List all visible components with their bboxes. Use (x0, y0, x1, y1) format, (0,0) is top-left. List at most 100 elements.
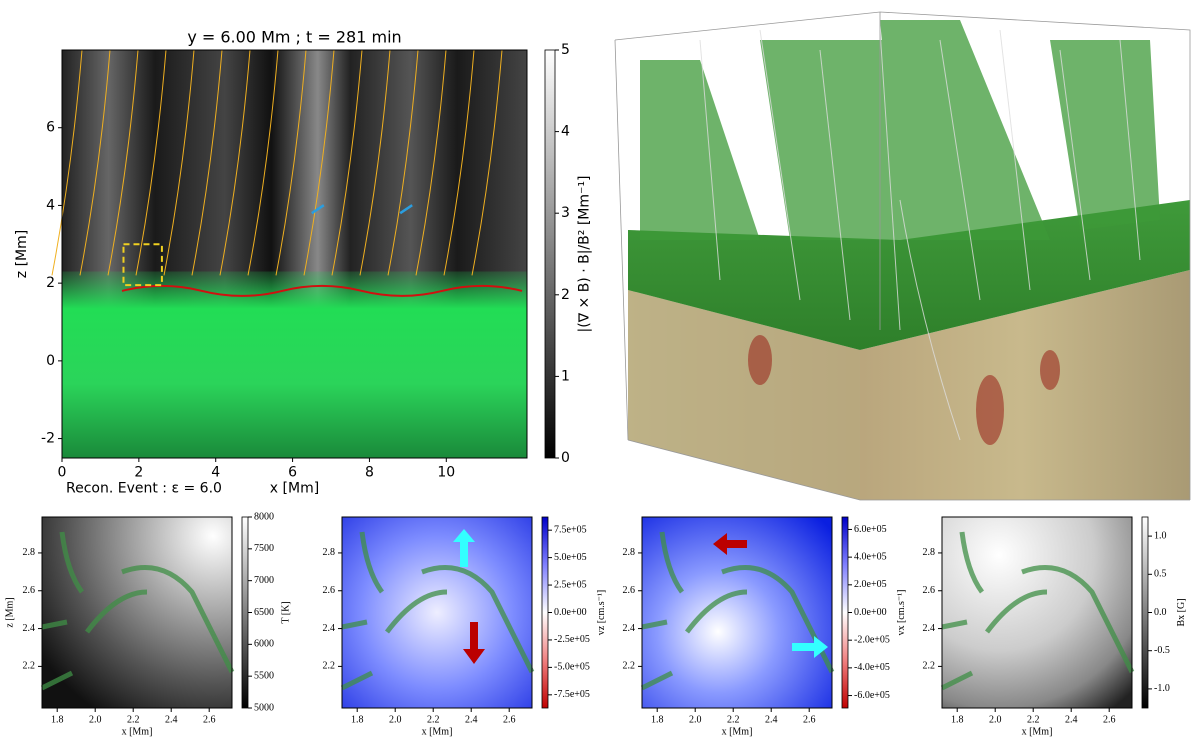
streamline (471, 49, 503, 276)
panel: 1.8 2.0 2.2 2.4 2.6 2.2 2.4 2.6 2.8 x [Mm] -7.5e+0… (323, 516, 607, 737)
colorbar-tick-label: 0.5 (1154, 569, 1167, 580)
x-tick-label: 2.6 (1103, 714, 1116, 725)
x-tick-label: 2.0 (989, 714, 1002, 725)
arrow (453, 529, 475, 567)
colorbar (541, 516, 549, 709)
colorbar-tick-label: 6.0e+05 (854, 524, 887, 535)
y-axis-label: z [Mm] (4, 597, 15, 627)
x-axis-label: x [Mm] (722, 726, 753, 737)
colorbar-tick-label: 1.0 (1154, 530, 1167, 541)
annotation: Recon. Event : ε = 6.0 (66, 480, 222, 496)
y-tick-label: -2 (41, 431, 55, 447)
x-tick-label: 2 (134, 464, 143, 480)
current-region (62, 271, 527, 458)
red-features (121, 284, 523, 297)
colorbar-tick-label: 1 (561, 368, 570, 384)
y-axis-label: z [Mm] (14, 230, 30, 278)
chart-title: y = 6.00 Mm ; t = 281 min (187, 28, 401, 47)
x-tick-label: 8 (365, 464, 374, 480)
colorbar-tick-label: -0.5 (1154, 645, 1170, 656)
arrow (311, 204, 325, 215)
colorbar-tick-label: 5500 (254, 670, 274, 681)
x-axis-label: x [Mm] (1022, 726, 1053, 737)
colorbar-tick-label: 0 (561, 450, 570, 466)
colorbar-tick-label: -4.0e+05 (854, 662, 890, 673)
colorbar-tick-label: 7.5e+05 (554, 524, 587, 535)
arrow (463, 622, 485, 664)
colorbar-tick-label: 5 (561, 42, 570, 58)
panel: 1.8 2.0 2.2 2.4 2.6 2.2 2.4 2.6 2.8 x [Mm] z [Mm] 5… (4, 511, 291, 737)
panel: 1.8 2.0 2.2 2.4 2.6 2.2 2.4 2.6 2.8 x [Mm] -1.0 -0.… (923, 516, 1187, 737)
plot-frame (41, 516, 233, 709)
y-tick-label: 2.2 (623, 661, 636, 672)
streamline (79, 49, 111, 276)
colorbar-tick-label: 4 (561, 124, 570, 140)
plot-frame (341, 516, 533, 709)
y-tick-label: 0 (46, 353, 55, 369)
y-tick-label: 2.6 (23, 585, 36, 596)
plot-frame (941, 516, 1133, 709)
x-tick-label: 6 (288, 464, 297, 480)
y-tick-label: 6 (46, 120, 55, 136)
streamline (107, 49, 139, 276)
streamline (275, 49, 307, 276)
colorbar-label: T [K] (280, 601, 291, 623)
streamline (247, 49, 279, 276)
y-tick-label: 2.4 (623, 623, 636, 634)
colorbar-tick-label: 0.0e+00 (854, 607, 887, 618)
arrow (713, 533, 747, 555)
current-sheet (340, 531, 535, 691)
field-decor (640, 531, 835, 691)
colorbar-label: vz [cm.s⁻¹] (596, 590, 607, 635)
streamline (135, 49, 167, 276)
colorbar (241, 516, 249, 709)
current-sheet (640, 531, 835, 691)
x-axis-label: x [Mm] (422, 726, 453, 737)
colorbar (841, 516, 849, 709)
streamline (219, 49, 251, 276)
field-decor (340, 529, 535, 691)
x-tick-label: 2.2 (727, 714, 740, 725)
y-tick-label: 2.6 (623, 585, 636, 596)
colorbar-tick-label: 6500 (254, 607, 274, 618)
colorbar-tick-label: 5.0e+05 (554, 552, 587, 563)
y-tick-label: 2.8 (23, 547, 36, 558)
streamline (303, 49, 335, 276)
colorbar-tick-label: 7000 (254, 575, 274, 586)
streamline (51, 49, 83, 276)
y-tick-label: 2.8 (923, 547, 936, 558)
y-tick-label: 2.4 (23, 623, 36, 634)
streamline (443, 49, 475, 276)
x-tick-label: 2.6 (203, 714, 216, 725)
y-tick-label: 4 (46, 197, 55, 213)
x-tick-label: 1.8 (651, 714, 664, 725)
current-sheet (940, 531, 1135, 691)
x-tick-label: 1.8 (951, 714, 964, 725)
colorbar-tick-label: 2 (561, 287, 570, 303)
colorbar-label: vx [cm.s⁻¹] (896, 589, 907, 635)
colorbar-tick-label: -7.5e+05 (554, 689, 590, 700)
x-tick-label: 2.2 (1027, 714, 1040, 725)
field-decor (940, 531, 1135, 691)
y-tick-label: 2.8 (623, 547, 636, 558)
colorbar-tick-label: -1.0 (1154, 683, 1170, 694)
y-tick-label: 2.8 (323, 547, 336, 558)
streamline (191, 49, 223, 276)
current-sheet (40, 531, 235, 691)
y-tick-label: 2 (46, 275, 55, 291)
colorbar-tick-label: 4.0e+05 (854, 551, 887, 562)
x-tick-label: 1.8 (351, 714, 364, 725)
colorbar-tick-label: 6000 (254, 639, 274, 650)
x-tick-label: 2.4 (465, 714, 478, 725)
y-tick-label: 2.2 (923, 661, 936, 672)
y-tick-label: 2.4 (323, 623, 336, 634)
colorbar (544, 49, 556, 459)
colorbar (1141, 516, 1149, 709)
streamline (359, 49, 391, 276)
x-tick-label: 2.6 (803, 714, 816, 725)
x-tick-label: 2.0 (89, 714, 102, 725)
colorbar-tick-label: -2.0e+05 (854, 634, 890, 645)
arrow (792, 636, 828, 658)
